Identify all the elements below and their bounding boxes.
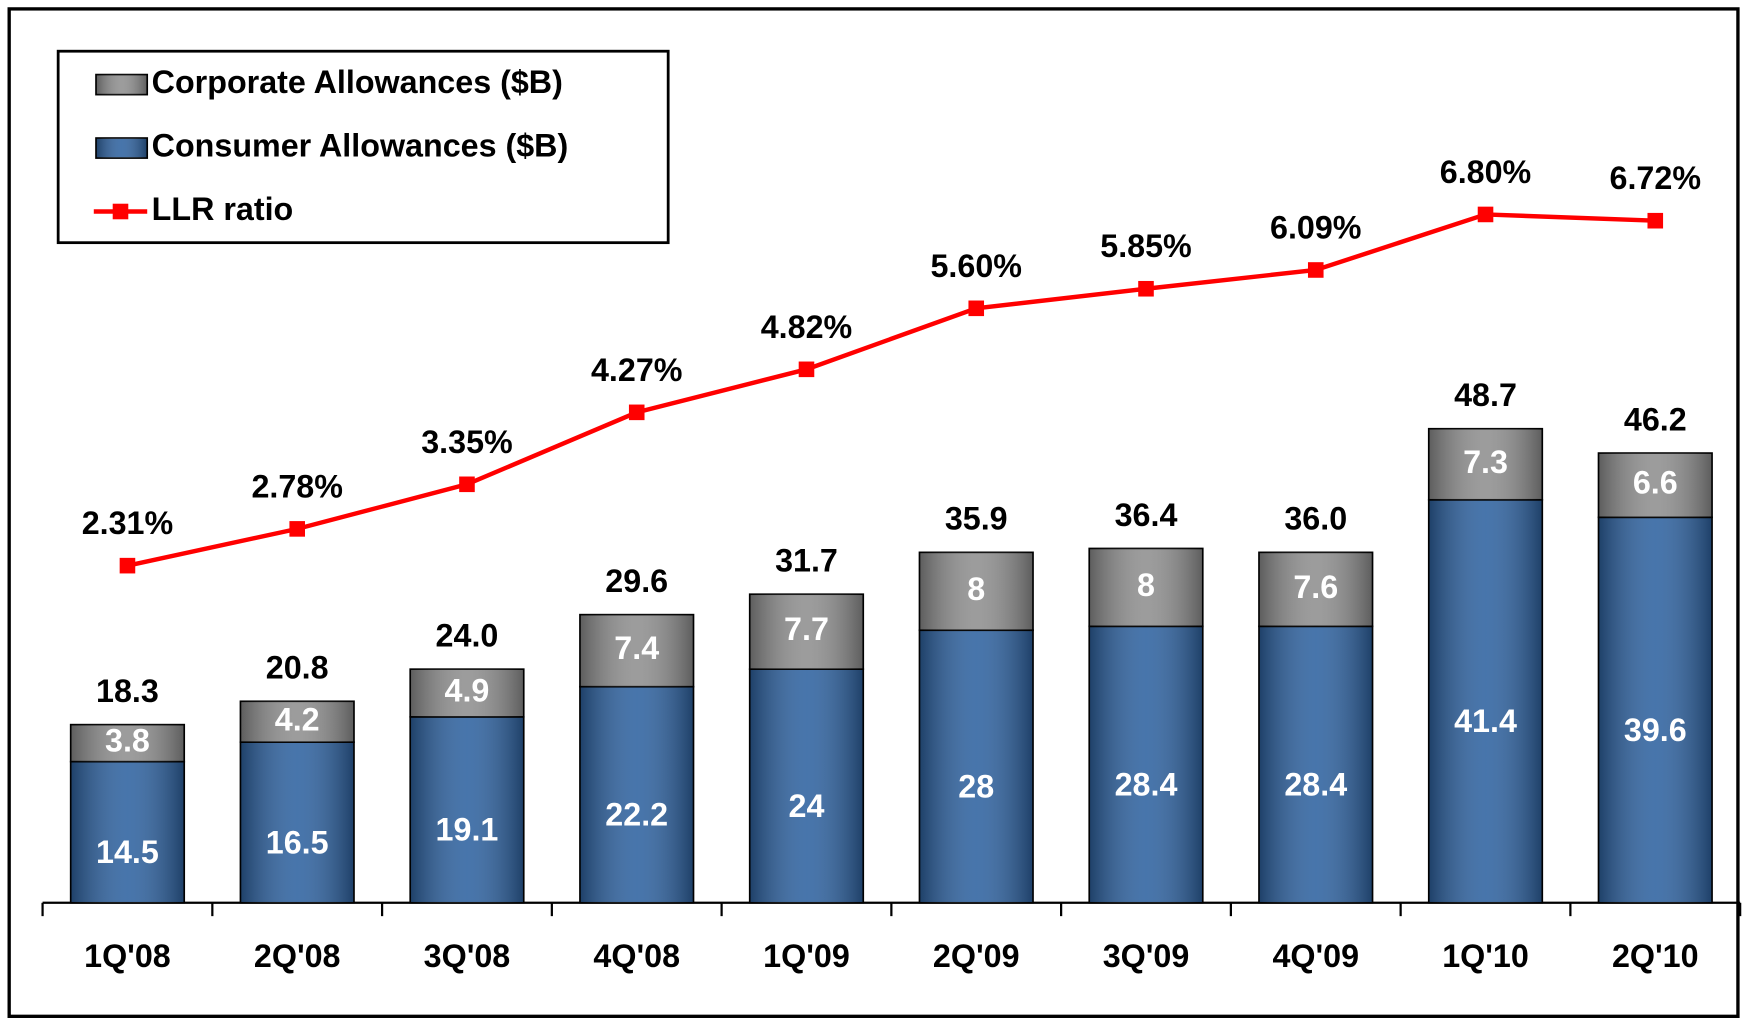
line-marker (798, 361, 815, 378)
x-tick-label: 1Q'08 (84, 938, 171, 974)
line-marker (1307, 262, 1324, 278)
segment-label: 16.5 (266, 824, 329, 860)
bar-shade (70, 724, 185, 762)
total-label: 24.0 (436, 618, 499, 654)
segment-label: 7.3 (1463, 444, 1508, 480)
line-label: 6.09% (1270, 209, 1362, 245)
bar-shade (1258, 626, 1373, 903)
bar-shade (1428, 428, 1543, 500)
line-marker (968, 300, 985, 317)
segment-label: 41.4 (1454, 703, 1517, 739)
x-tick-label: 2Q'08 (254, 938, 341, 974)
segment-label: 8 (1137, 567, 1155, 603)
line-marker (1477, 206, 1494, 223)
segment-label: 4.2 (275, 701, 320, 737)
segment-label: 28.4 (1284, 766, 1347, 802)
segment-label: 22.2 (605, 797, 668, 833)
bar-shade (749, 669, 864, 903)
legend-shade (96, 74, 148, 95)
segment-label: 7.4 (614, 630, 659, 666)
total-label: 35.9 (945, 501, 1008, 537)
x-tick-label: 4Q'09 (1272, 938, 1359, 974)
line-marker (628, 404, 645, 421)
total-label: 48.7 (1454, 377, 1517, 413)
line-marker (119, 557, 136, 574)
segment-label: 7.7 (784, 611, 829, 647)
line-label: 3.35% (421, 424, 512, 460)
line-marker (459, 476, 475, 493)
line-label: 6.80% (1440, 154, 1532, 190)
legend-label: Consumer Allowances ($B) (152, 128, 569, 164)
legend-marker (112, 203, 129, 220)
line-label: 5.60% (930, 248, 1022, 284)
bar-shade (410, 716, 524, 903)
x-tick-label: 2Q'09 (933, 938, 1020, 974)
line-marker (289, 521, 306, 537)
bar-shade (240, 742, 354, 903)
bar-shade (70, 761, 185, 903)
segment-label: 24 (789, 788, 825, 824)
bar-shade (579, 686, 694, 903)
line-label: 2.31% (82, 505, 174, 541)
bar-shade (919, 630, 1034, 903)
bar-shade (919, 552, 1034, 631)
segment-label: 8 (967, 571, 985, 607)
line-label: 4.82% (761, 309, 853, 345)
segment-label: 28 (958, 768, 994, 804)
line-label: 5.85% (1100, 228, 1192, 264)
segment-label: 14.5 (96, 834, 159, 870)
x-tick-label: 1Q'10 (1442, 938, 1529, 974)
total-label: 18.3 (96, 673, 159, 709)
segment-label: 28.4 (1115, 766, 1178, 802)
x-tick-label: 1Q'09 (763, 938, 850, 974)
total-label: 36.4 (1115, 497, 1178, 533)
line-label: 2.78% (251, 468, 343, 504)
bar-shade (240, 701, 354, 743)
segment-label: 3.8 (105, 723, 150, 759)
x-tick-label: 2Q'10 (1612, 938, 1699, 974)
bar-shade (1598, 453, 1713, 518)
bar-shade (749, 594, 864, 670)
line (126, 212, 1656, 568)
total-label: 36.0 (1284, 501, 1347, 537)
line-label: 4.27% (591, 352, 683, 388)
total-label: 46.2 (1624, 401, 1687, 437)
segment-label: 6.6 (1633, 465, 1678, 501)
legend-box (56, 49, 670, 245)
bar-shade (579, 614, 694, 687)
legend-label: LLR ratio (152, 191, 294, 227)
total-label: 31.7 (775, 543, 838, 579)
x-tick-label: 3Q'09 (1103, 938, 1190, 974)
segment-label: 19.1 (436, 812, 499, 848)
total-label: 20.8 (266, 650, 329, 686)
x-tick-label: 4Q'08 (593, 938, 680, 974)
line-label: 6.72% (1610, 160, 1702, 196)
segment-label: 7.6 (1293, 569, 1338, 605)
legend-label: Corporate Allowances ($B) (152, 64, 563, 100)
bar-shade (1258, 552, 1373, 627)
line-marker (1647, 212, 1664, 229)
line-marker (1138, 280, 1154, 297)
segment-label: 39.6 (1624, 712, 1687, 748)
bar-shade (410, 669, 524, 717)
bar-shade (1089, 548, 1203, 627)
bar-shade (1089, 626, 1203, 903)
x-tick-label: 3Q'08 (424, 938, 511, 974)
total-label: 29.6 (605, 563, 668, 599)
segment-label: 4.9 (445, 673, 490, 709)
bar-shade (1428, 499, 1543, 903)
bar-shade (1598, 517, 1713, 903)
legend-shade (96, 138, 148, 159)
